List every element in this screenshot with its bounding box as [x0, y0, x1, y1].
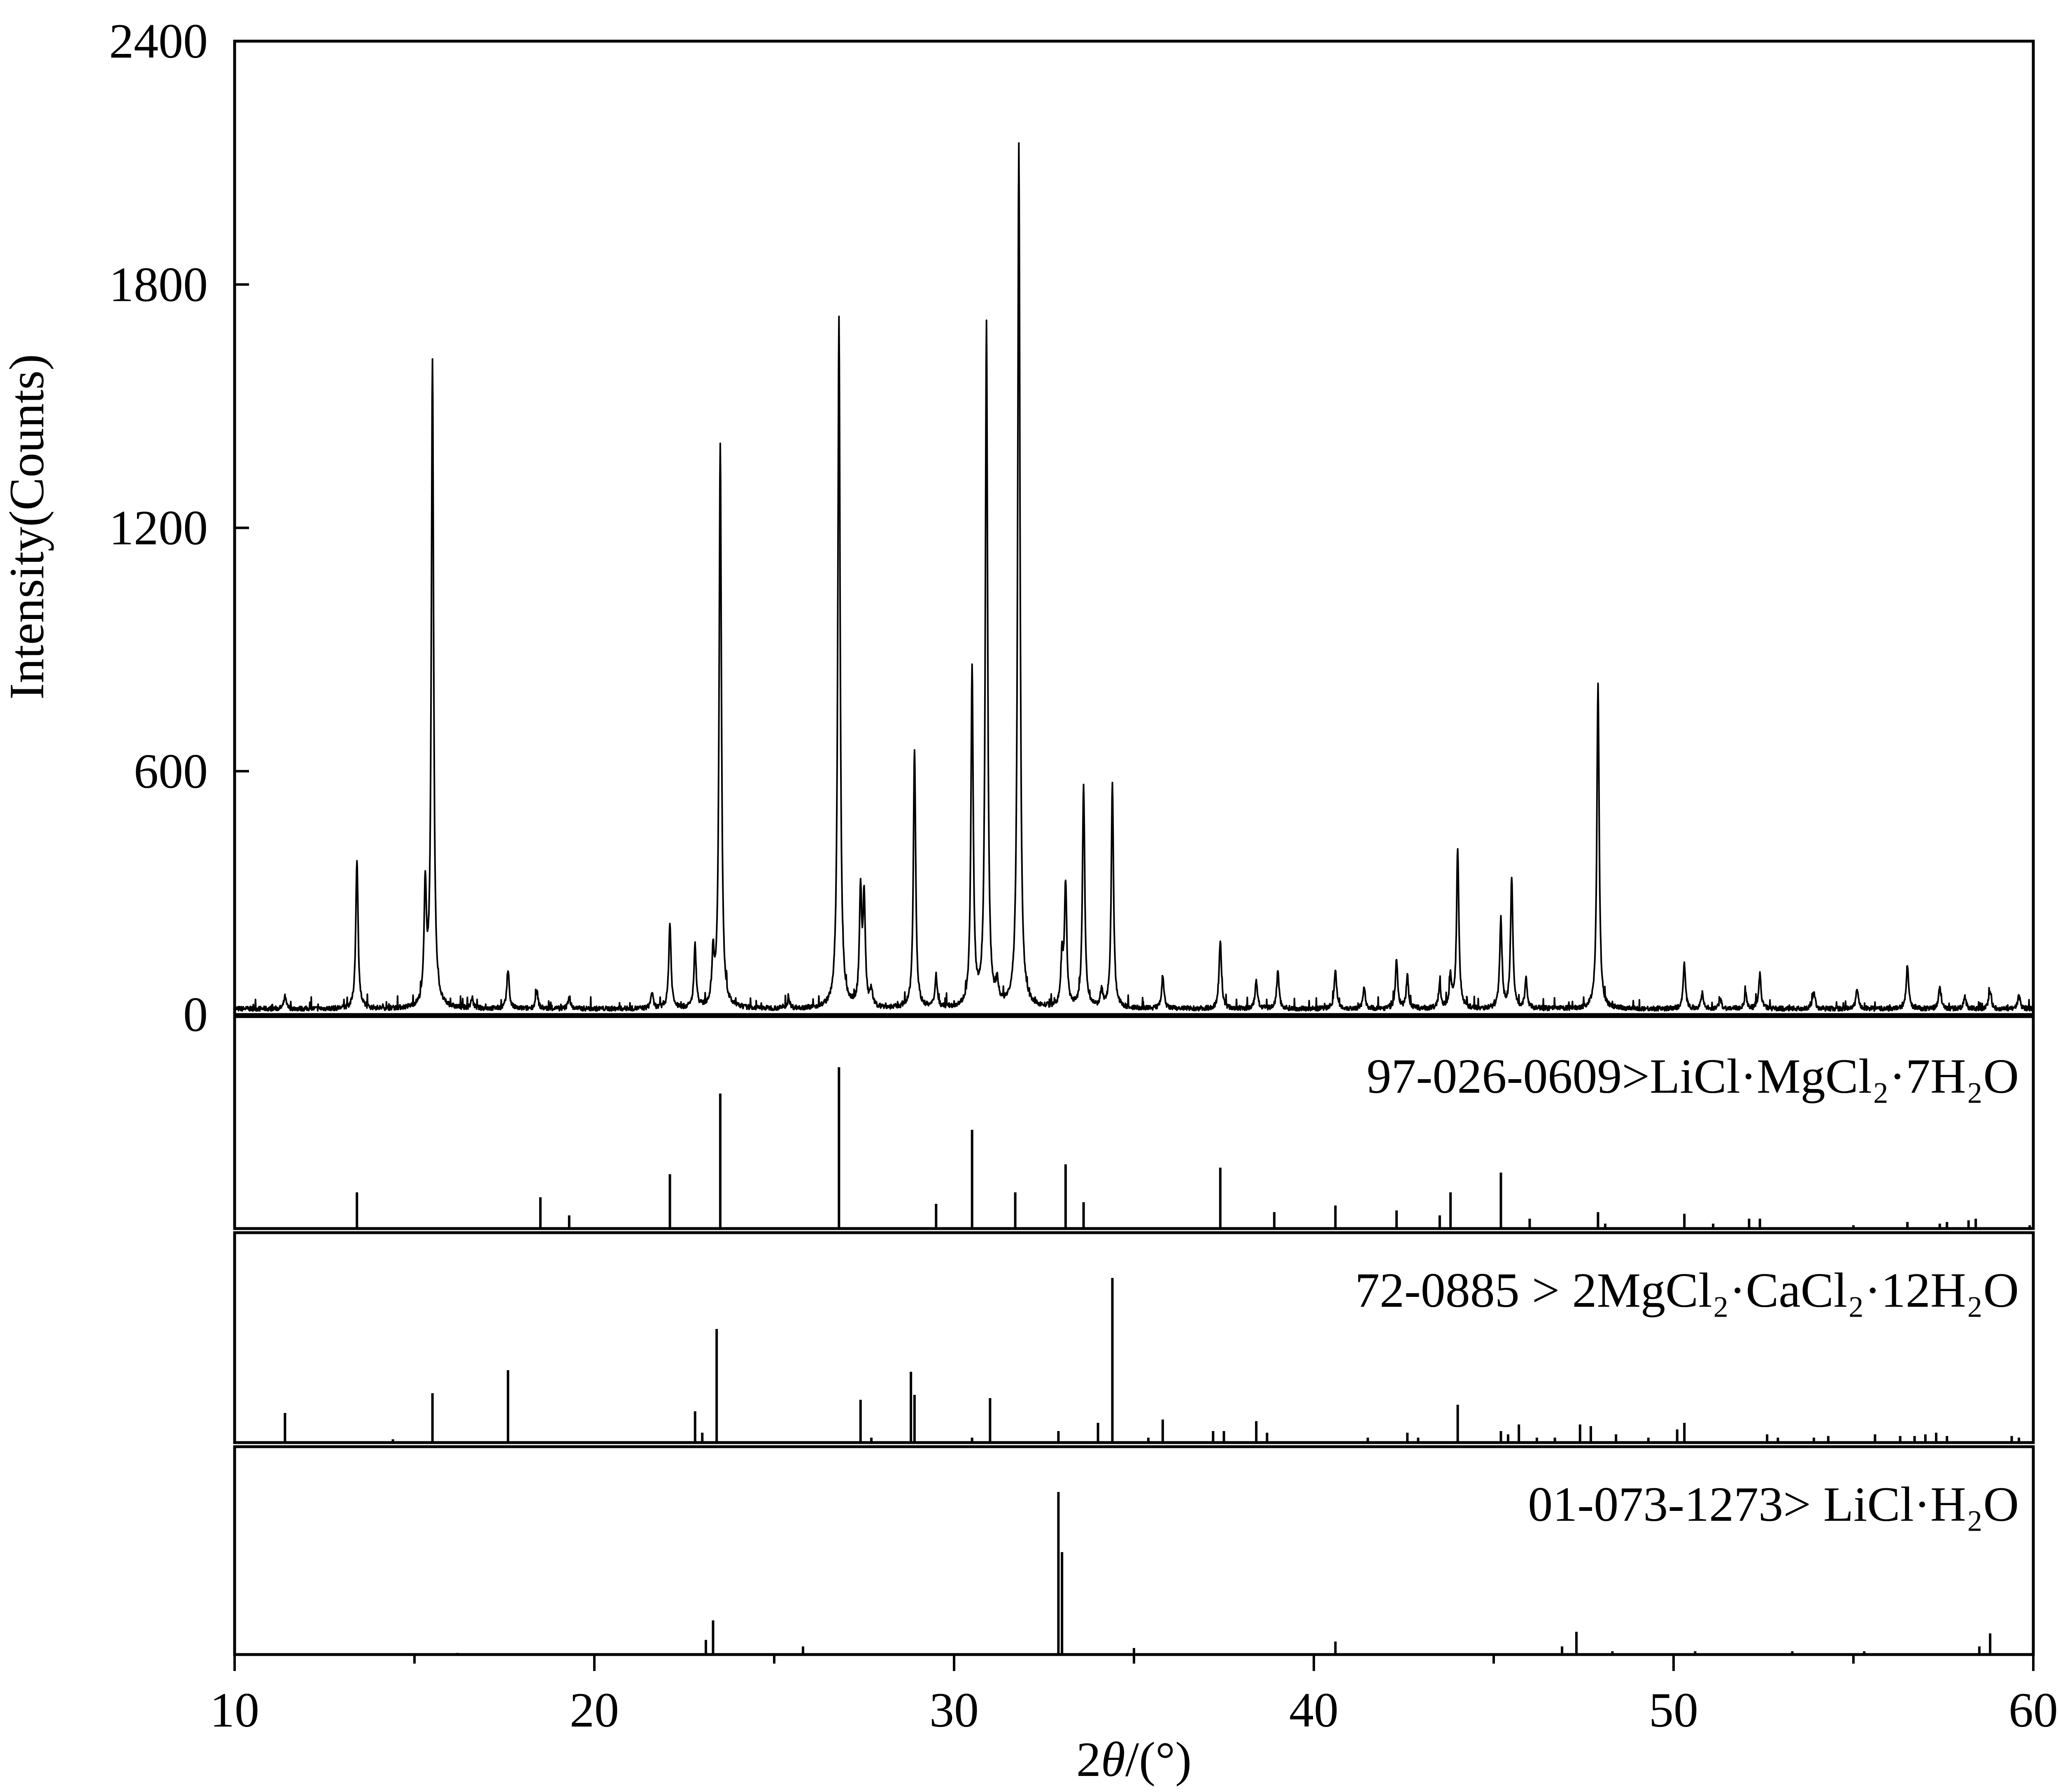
y-axis-tick-labels: 0 600 1200 1800 2400 [109, 14, 208, 1042]
reference-pattern-1-lines [356, 1067, 2031, 1229]
y-axis-ticks [235, 40, 249, 1016]
x-axis-ticks [233, 1655, 2035, 1671]
x-tick-label-30: 30 [929, 1683, 979, 1737]
x-tick-label-10: 10 [210, 1683, 259, 1737]
x-tick-label-20: 20 [570, 1683, 619, 1737]
y-tick-label-0: 0 [183, 987, 208, 1042]
reference-panel-1: 97-026-0609>LiCl·MgCl₂·7H₂O [233, 1015, 2035, 1230]
x-tick-label-50: 50 [1649, 1683, 1698, 1737]
reference-panel-2-frame [233, 1231, 2035, 1444]
reference-pattern-2-lines [284, 1278, 2021, 1443]
measured-panel: 0 600 1200 1800 2400 [109, 14, 2035, 1042]
reference-pattern-3-label: 01-073-1273> LiCl·H₂O [1528, 1477, 2019, 1531]
x-axis-tick-labels: 10 20 30 40 50 60 [210, 1683, 2058, 1737]
reference-panel-1-frame [233, 1015, 2035, 1230]
x-tick-label-40: 40 [1289, 1683, 1339, 1737]
reference-pattern-3-lines [456, 1492, 1992, 1655]
reference-pattern-2-label: 72-0885 > 2MgCl₂·CaCl₂·12H₂O [1355, 1263, 2019, 1317]
y-tick-label-600: 600 [134, 744, 208, 798]
x-axis-title: 2θ/(°) [1076, 1732, 1192, 1787]
y-tick-label-1800: 1800 [109, 257, 208, 312]
y-tick-label-2400: 2400 [109, 14, 208, 68]
measured-spectrum-line [234, 142, 2034, 1012]
reference-panel-2: 72-0885 > 2MgCl₂·CaCl₂·12H₂O [233, 1231, 2035, 1444]
y-axis-title: Intensity(Counts) [0, 354, 54, 700]
reference-pattern-1-label: 97-026-0609>LiCl·MgCl₂·7H₂O [1367, 1049, 2019, 1103]
x-tick-label-60: 60 [2009, 1683, 2058, 1737]
y-tick-label-1200: 1200 [109, 500, 208, 555]
reference-panel-3: 01-073-1273> LiCl·H₂O [233, 1445, 2035, 1656]
